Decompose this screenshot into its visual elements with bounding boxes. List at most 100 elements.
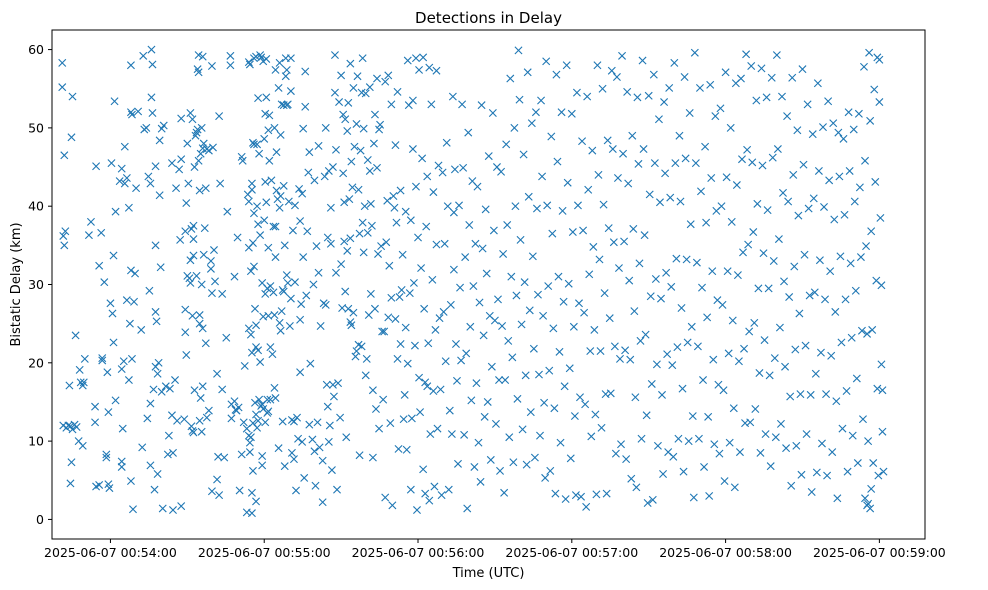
data-point-marker [429,188,438,197]
data-point-marker [71,331,80,340]
data-point-marker [355,451,364,460]
data-point-marker [124,376,133,385]
data-point-marker [726,123,735,132]
data-point-marker [449,208,458,217]
data-point-marker [237,450,246,459]
data-point-marker [247,509,256,518]
data-point-marker [725,438,734,447]
data-point-marker [226,61,235,70]
data-point-marker [488,109,497,117]
data-point-marker [406,485,415,494]
data-point-marker [602,489,611,498]
data-point-marker [583,92,592,101]
data-point-marker [614,264,623,273]
data-point-marker [502,140,511,149]
data-point-marker [260,134,269,143]
data-point-marker [143,414,152,423]
data-point-marker [327,466,336,475]
data-point-marker [298,437,307,446]
data-point-marker [369,139,378,148]
data-point-marker [126,108,135,117]
data-point-marker [356,146,365,155]
data-point-marker [504,336,513,345]
data-point-marker [558,206,567,215]
data-point-marker [689,493,698,502]
data-point-marker [290,278,299,287]
data-point-marker [279,181,288,190]
data-point-marker [537,96,546,105]
data-point-marker [773,145,782,154]
data-point-marker [458,100,467,109]
data-point-marker [257,53,266,62]
data-point-marker [230,397,239,406]
data-point-marker [454,459,462,468]
data-point-marker [182,199,191,208]
data-point-marker [526,408,535,417]
data-point-marker [181,305,190,314]
y-tick-label: 40 [28,199,44,214]
data-point-marker [705,491,714,500]
data-point-marker [779,188,787,197]
data-point-marker [254,416,263,425]
data-point-marker [617,440,626,449]
data-point-marker [586,347,595,356]
data-point-marker [831,307,840,316]
data-point-marker [740,344,749,353]
data-point-marker [623,87,632,96]
data-point-marker [403,56,412,65]
data-point-marker [333,485,342,494]
data-point-marker [286,294,295,303]
data-point-marker [368,386,377,395]
data-point-marker [786,392,795,401]
data-point-marker [430,482,439,491]
data-point-marker [271,394,280,403]
data-point-marker [849,125,858,134]
data-point-marker [296,217,305,226]
data-point-marker [420,304,429,313]
data-point-marker [299,253,308,262]
data-point-marker [349,83,358,92]
data-point-marker [310,176,319,185]
data-point-marker [177,502,186,511]
data-point-marker [496,466,505,475]
data-point-marker [373,74,381,83]
data-point-marker [235,486,244,495]
data-point-marker [721,68,730,77]
data-point-marker [408,96,417,105]
data-point-marker [343,246,352,255]
data-point-marker [442,138,451,147]
data-point-marker [830,215,839,224]
data-point-marker [252,321,261,330]
data-point-marker [347,157,356,166]
data-point-marker [382,238,391,247]
data-point-marker [150,485,159,494]
data-point-marker [727,217,736,226]
data-point-marker [189,251,198,260]
data-point-marker [111,396,120,405]
data-point-marker [107,159,116,168]
data-point-marker [180,415,189,424]
data-point-marker [391,314,400,323]
data-point-marker [311,481,320,490]
data-point-marker [328,380,337,389]
data-point-marker [406,216,415,225]
data-point-marker [91,418,100,427]
data-point-marker [288,226,297,235]
data-point-marker [261,177,270,186]
data-point-marker [723,267,732,276]
data-point-marker [580,308,589,317]
data-point-marker [78,441,87,450]
x-tick-label: 2025-06-07 00:55:00 [198,545,331,560]
data-point-marker [384,313,393,322]
data-point-marker [125,319,134,328]
data-point-marker [197,123,206,132]
data-point-marker [117,462,126,471]
data-point-marker [618,51,627,60]
data-point-marker [353,72,362,81]
data-point-marker [853,459,862,468]
data-point-marker [667,282,676,291]
data-point-marker [636,336,645,345]
data-point-marker [637,434,646,443]
data-point-marker [627,474,636,483]
data-point-marker [293,413,302,422]
